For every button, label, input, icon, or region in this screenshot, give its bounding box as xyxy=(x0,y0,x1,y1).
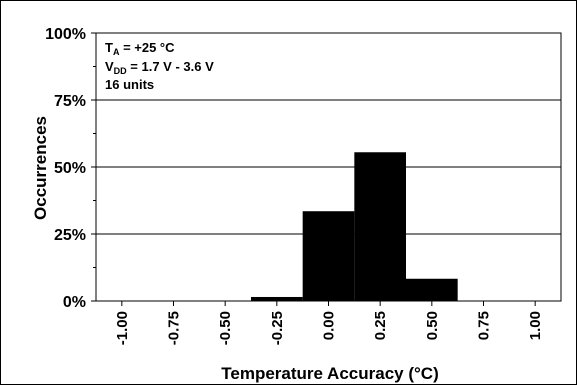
units-annotation: 16 units xyxy=(105,77,154,92)
bar-2 xyxy=(354,152,406,301)
y-tick-label-4: 100% xyxy=(45,26,86,43)
y-tick-label-3: 75% xyxy=(54,93,86,110)
y-tick-label-1: 25% xyxy=(54,227,86,244)
y-axis-label: Occurrences xyxy=(31,116,50,220)
x-axis-label: Temperature Accuracy (°C) xyxy=(221,364,438,383)
conditions-annotation: TA = +25 °C VDD = 1.7 V - 3.6 V 16 units xyxy=(105,40,214,92)
bar-0 xyxy=(251,296,303,301)
vdd-annotation: VDD = 1.7 V - 3.6 V xyxy=(105,59,214,76)
bar-1 xyxy=(302,211,355,301)
y-axis-ticks: 0% 25% 50% 75% 100% xyxy=(45,26,96,311)
x-tick-label-0: -1.00 xyxy=(114,311,131,345)
bar-3 xyxy=(406,278,458,301)
y-tick-label-2: 50% xyxy=(54,160,86,177)
x-tick-label-8: 1.00 xyxy=(527,311,544,340)
x-tick-label-7: 0.75 xyxy=(476,311,493,340)
x-tick-label-5: 0.25 xyxy=(372,311,389,340)
y-tick-label-0: 0% xyxy=(63,294,86,311)
x-tick-label-6: 0.50 xyxy=(424,311,441,340)
x-tick-label-1: -0.75 xyxy=(166,311,183,345)
x-tick-label-2: -0.50 xyxy=(217,311,234,345)
ta-annotation: TA = +25 °C xyxy=(105,40,175,57)
bars xyxy=(251,152,458,301)
x-tick-label-3: -0.25 xyxy=(269,311,286,345)
x-axis-ticks: -1.00 -0.75 -0.50 -0.25 0.00 0.25 0.50 0.75 1.00 xyxy=(114,301,544,345)
x-tick-label-4: 0.00 xyxy=(321,311,338,340)
